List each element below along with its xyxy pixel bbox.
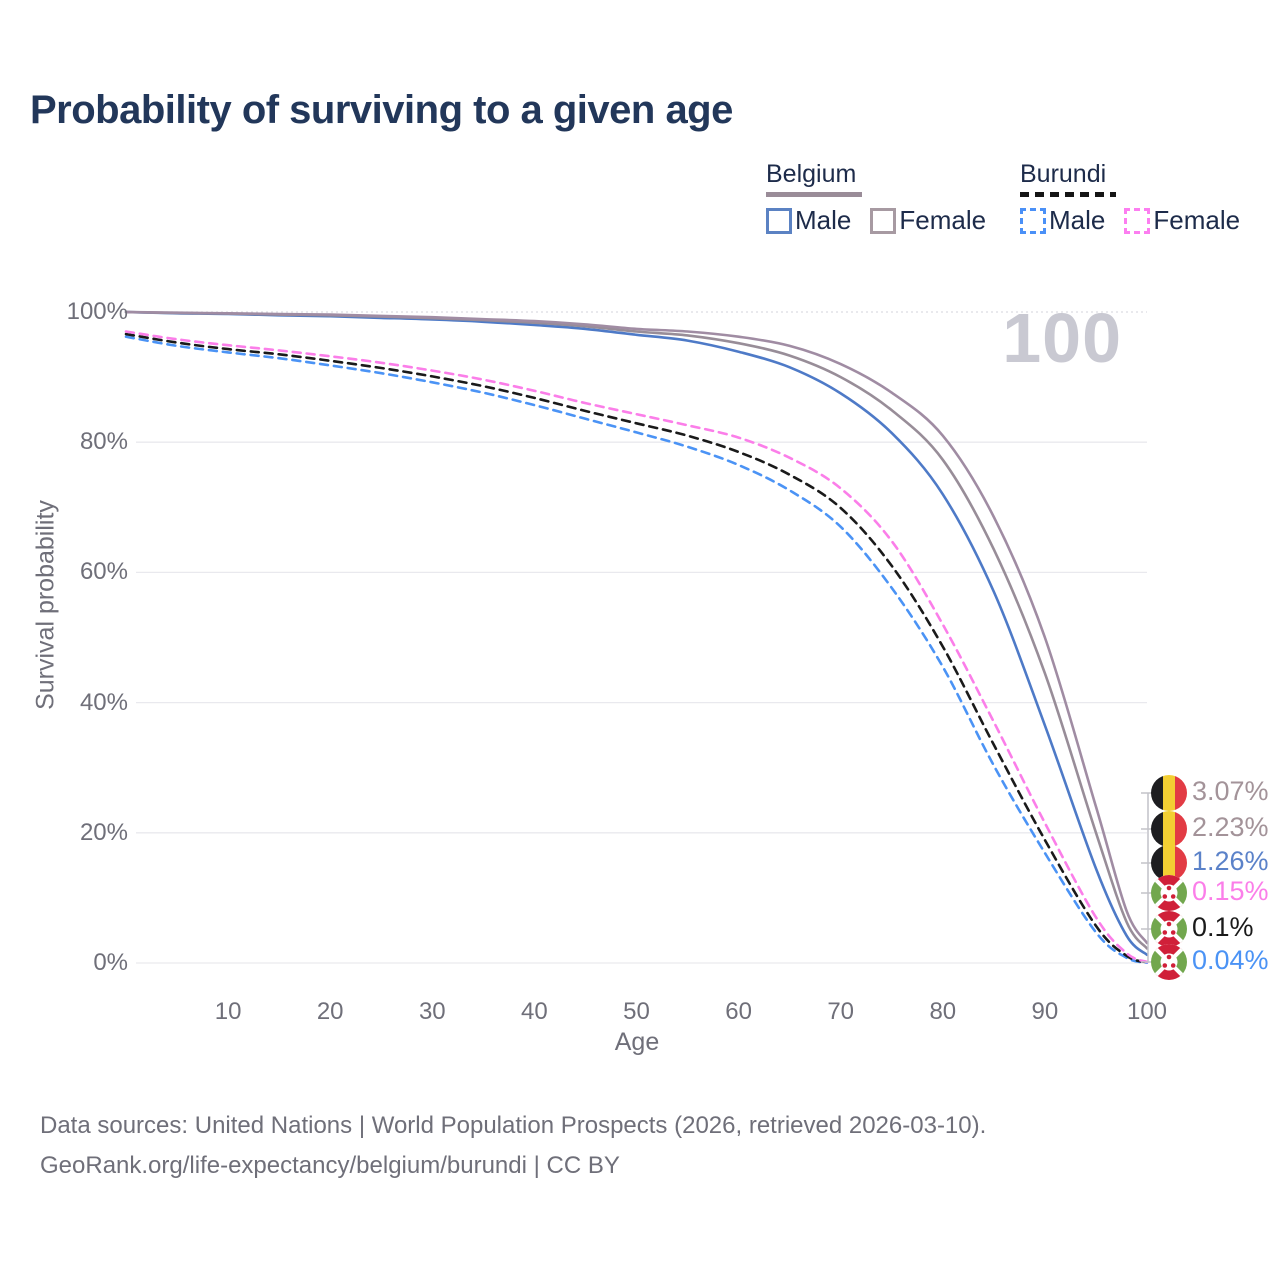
y-tick-label-100: 100% — [66, 298, 128, 325]
survival-at-100-label-burundi-female: 0.15% — [1192, 876, 1269, 906]
legend-burundi-female-checkbox[interactable] — [1124, 207, 1151, 234]
series-line-burundi-female — [124, 330, 1149, 964]
x-tick-label-90: 90 — [1031, 998, 1059, 1025]
series-line-burundi-male — [124, 335, 1149, 964]
legend-burundi-underline — [1020, 192, 1116, 197]
survival-at-100-label-belgium-female: 3.07% — [1192, 776, 1269, 806]
x-tick-label-100: 100 — [1126, 998, 1168, 1025]
legend-belgium-country-label: Belgium — [766, 160, 857, 188]
belgium-flag-icon — [1151, 845, 1187, 881]
y-tick-label-20: 20% — [79, 818, 128, 846]
series-line-belgium-female — [124, 310, 1149, 945]
legend-burundi-male-label[interactable]: Male — [1049, 205, 1106, 235]
x-tick-label-80: 80 — [929, 998, 957, 1025]
legend-belgium-female-label[interactable]: Female — [899, 205, 987, 235]
survival-at-100-label-burundi-male: 0.04% — [1192, 945, 1269, 975]
legend-belgium-female-checkbox[interactable] — [870, 207, 897, 234]
survival-at-100-label-belgium-both-sexes: 2.23% — [1192, 812, 1269, 842]
page-title: Probability of surviving to a given age — [30, 88, 733, 132]
legend-group-burundi: Burundi Male Female — [1020, 160, 1259, 236]
survival-at-100-label-belgium-male: 1.26% — [1192, 846, 1269, 876]
belgium-flag-icon — [1151, 811, 1187, 847]
series-line-belgium-both-sexes — [124, 310, 1149, 950]
footer-source-line: Data sources: United Nations | World Pop… — [40, 1112, 987, 1139]
y-axis-title: Survival probability — [31, 500, 60, 710]
x-tick-label-70: 70 — [827, 998, 855, 1025]
x-tick-label-10: 10 — [214, 998, 242, 1025]
burundi-flag-icon — [1151, 944, 1187, 980]
burundi-flag-icon — [1151, 875, 1187, 911]
x-tick-label-20: 20 — [316, 998, 344, 1025]
series-line-burundi-both-sexes — [124, 332, 1149, 964]
x-tick-label-30: 30 — [418, 998, 446, 1025]
legend-burundi-male-checkbox[interactable] — [1020, 207, 1046, 234]
legend-burundi-country-label: Burundi — [1020, 160, 1107, 188]
survival-at-100-label-burundi-both-sexes: 0.1% — [1192, 912, 1254, 942]
legend-belgium-underline — [766, 192, 862, 197]
footer-url-line: GeoRank.org/life-expectancy/belgium/buru… — [40, 1152, 620, 1179]
belgium-flag-icon — [1151, 775, 1187, 811]
y-tick-label-0: 0% — [93, 949, 128, 976]
x-tick-label-50: 50 — [623, 998, 650, 1025]
legend-burundi-female-label[interactable]: Female — [1153, 205, 1241, 235]
y-tick-label-80: 80% — [79, 428, 128, 456]
x-axis-title: Age — [614, 1028, 660, 1056]
burundi-flag-icon — [1151, 911, 1187, 947]
y-tick-label-40: 40% — [79, 688, 128, 716]
y-tick-label-60: 60% — [79, 558, 128, 586]
legend-belgium-male-label[interactable]: Male — [795, 205, 852, 235]
x-tick-label-60: 60 — [725, 998, 752, 1025]
footer: Data sources: United Nations | World Pop… — [40, 1106, 986, 1186]
series-line-belgium-male — [124, 310, 1149, 957]
legend-group-belgium: Belgium Male Female — [766, 160, 1005, 236]
legend-belgium-male-checkbox[interactable] — [766, 207, 792, 234]
x-tick-label-40: 40 — [521, 998, 548, 1025]
